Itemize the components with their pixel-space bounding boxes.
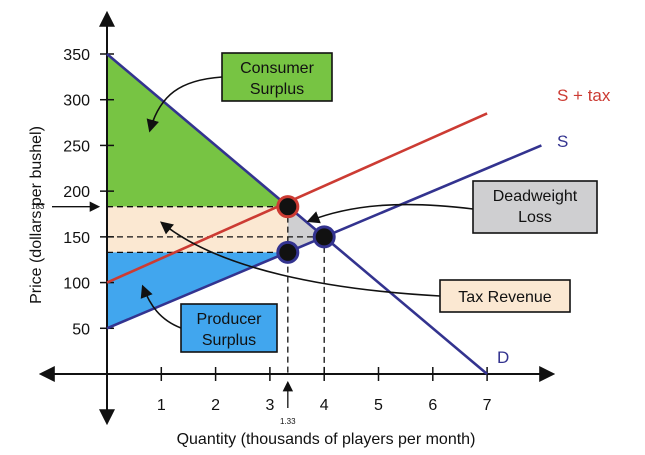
- region-tax-revenue: [107, 206, 288, 253]
- label-s-plus-tax: S + tax: [557, 86, 611, 105]
- x-tick-label-2: 2: [211, 397, 220, 414]
- arrow-tax-revenue: [160, 221, 441, 297]
- y-callout-value: 183: [31, 202, 45, 211]
- box-tax-text-1: Tax Revenue: [458, 289, 551, 306]
- y-tick-label-150: 150: [63, 230, 90, 247]
- box-producer-text-1: Producer: [197, 311, 263, 328]
- guides-layer: [107, 206, 325, 374]
- key-point-3: [312, 225, 336, 249]
- y-tick-label-250: 250: [63, 138, 90, 155]
- x-tick-label-7: 7: [483, 397, 492, 414]
- y-tick-label-300: 300: [63, 93, 90, 110]
- box-consumer: [221, 52, 333, 102]
- arrow-consumer-surplus: [146, 76, 223, 133]
- box-producer: [180, 303, 278, 353]
- y-tick-label-50: 50: [72, 321, 90, 338]
- x-callout-value: 1.33: [280, 417, 296, 426]
- region-deadweight-loss: [287, 206, 325, 253]
- y-tick-label-350: 350: [63, 47, 90, 64]
- x-tick-label-1: 1: [157, 397, 166, 414]
- key-point-1: [276, 195, 300, 219]
- label-d: D: [497, 348, 509, 367]
- x-tick-label-5: 5: [374, 397, 383, 414]
- x-tick-label-4: 4: [320, 397, 329, 414]
- callout-layer: Consumer Surplus Producer Surplus Deadweight…: [52, 52, 598, 408]
- box-deadweight-text-2: Loss: [518, 209, 552, 226]
- x-tick-label-3: 3: [265, 397, 274, 414]
- y-tick-label-200: 200: [63, 184, 90, 201]
- curve-s-tax: [106, 112, 488, 284]
- box-producer-text-2: Surplus: [202, 332, 256, 349]
- x-tick-label-6: 6: [428, 397, 437, 414]
- points-layer: [276, 195, 336, 264]
- y-tick-label-100: 100: [63, 276, 90, 293]
- axes-layer: 1 2 3 4 5 6 7 50 100 150 200 250 300 350: [38, 10, 556, 426]
- box-deadweight-text-1: Deadweight: [493, 188, 578, 205]
- box-consumer-text-1: Consumer: [240, 60, 314, 77]
- y-axis-title: Price (dollars per bushel): [28, 126, 45, 304]
- box-consumer-text-2: Surplus: [250, 81, 304, 98]
- arrow-deadweight-loss: [306, 203, 474, 224]
- x-axis-title: Quantity (thousands of players per month…: [177, 431, 476, 448]
- label-s: S: [557, 132, 568, 151]
- box-deadweight: [472, 180, 598, 234]
- curve-d: [106, 53, 488, 375]
- key-point-2: [276, 240, 300, 264]
- arrow-producer-surplus: [140, 284, 182, 329]
- box-tax: [439, 279, 571, 313]
